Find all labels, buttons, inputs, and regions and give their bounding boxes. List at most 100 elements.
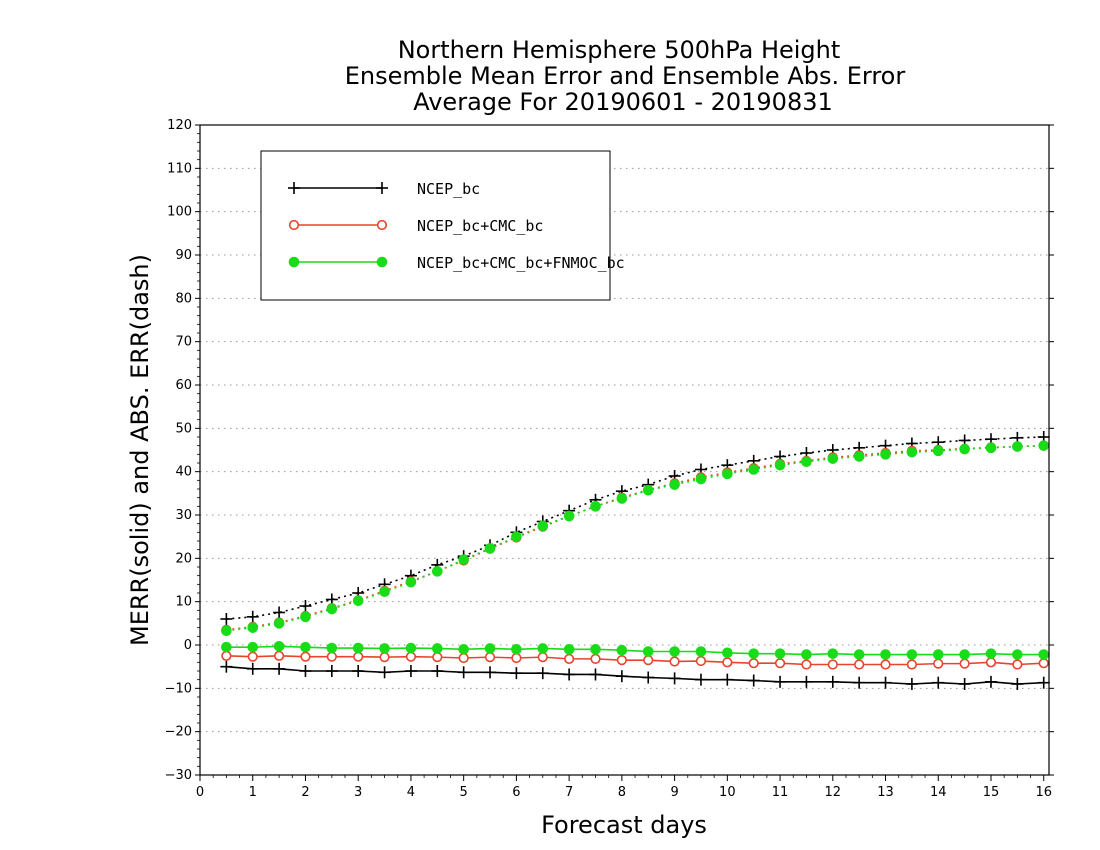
abs-err-point [379,586,390,598]
legend-marker-start [288,219,300,231]
chart-title-line-1: Northern Hemisphere 500hPa Height [398,36,841,64]
x-axis-label: Forecast days [541,811,707,839]
x-tick-label: 9 [670,785,678,800]
merr-point [484,643,496,654]
y-tick-label: 110 [167,161,192,176]
abs-err-point [616,493,628,504]
merr-point [774,648,786,659]
merr-point [273,650,285,661]
merr-point [352,642,364,654]
legend-label: NCEP_bc+CMC_bc [417,217,543,235]
abs-err-point [247,622,259,633]
abs-err-point [774,459,786,471]
series-2 [221,440,1049,670]
x-tick-label: 3 [354,785,362,800]
legend: NCEP_bc NCEP_bc+CMC_bc NCEP_bc+CMC_bc+FNMO… [260,150,625,301]
abs-err-point [220,613,233,625]
merr-point [933,658,944,669]
merr-point [827,648,839,659]
merr-point [985,648,997,659]
abs-err-point [695,473,707,485]
merr-point [563,668,576,681]
y-axis-label: MERR(solid) and ABS. ERR(dash) [126,254,154,646]
y-tick-label: 120 [167,118,192,133]
abs-err-point [932,445,944,457]
merr-point [906,659,917,670]
x-tick-label: 0 [196,785,204,800]
merr-point [643,655,654,666]
merr-point [536,667,549,680]
merr-point [537,643,549,654]
legend-marker-start [288,182,300,194]
abs-err-point [273,606,286,619]
y-tick-label: 90 [175,248,192,263]
y-tick-label: 60 [175,378,192,393]
y-tick-label: 0 [184,638,192,653]
abs-err-point [273,618,285,629]
merr-point [642,646,654,657]
y-tick-label: 10 [175,595,192,610]
abs-err-point [590,501,601,512]
series-3 [221,440,1050,660]
legend-item-1: NCEP_bc [288,180,480,198]
merr-point [378,666,391,679]
series-layer [220,431,1050,690]
merr-point [905,678,918,690]
merr-point [247,641,259,653]
merr-point [800,675,813,688]
y-tick-label: 80 [175,291,192,306]
merr-point [985,657,997,668]
merr-point [1012,649,1023,660]
merr-line [226,655,1044,666]
merr-point [405,651,417,662]
merr-point [221,650,232,661]
merr-point [774,675,787,688]
abs-err-point [880,449,891,460]
y-tick-label: −30 [165,768,192,783]
legend-label: NCEP_bc [417,180,480,198]
abs-err-point [458,554,469,565]
merr-point [379,652,390,663]
y-tick-label: −10 [165,681,192,696]
y-tick-label: 70 [175,335,192,350]
abs-err-point [748,464,759,475]
legend-label: NCEP_bc+CMC_bc+FNMOC_bc [417,254,625,272]
abs-err-point [853,451,865,462]
abs-err-point [669,479,680,490]
chart-title-line-2: Ensemble Mean Error and Ensemble Abs. Er… [345,62,906,90]
abs-err-point [563,510,575,522]
merr-point [1011,678,1024,690]
merr-point [353,651,364,662]
merr-point [616,655,627,666]
merr-point [826,675,839,688]
y-tick-label: 50 [175,421,192,436]
x-tick-label: 5 [460,785,468,800]
abs-err-point [985,442,997,454]
merr-point [220,660,233,673]
merr-point [326,642,338,654]
merr-point [959,658,970,669]
x-tick-label: 2 [301,785,309,800]
merr-point [589,668,602,681]
merr-point [880,659,891,670]
abs-err-point [484,543,496,554]
merr-point [669,656,680,667]
merr-point [694,673,707,686]
x-tick-label: 12 [825,785,842,800]
y-tick-label: 100 [167,205,192,220]
legend-marker-end [376,219,388,231]
merr-point [299,665,312,677]
merr-point [273,662,286,675]
merr-point [352,665,365,677]
merr-point [590,653,601,664]
merr-point [404,665,417,677]
merr-point [431,665,444,677]
merr-point [379,643,390,654]
abs-err-point [300,611,311,623]
merr-point [325,665,338,677]
merr-point [246,662,259,675]
legend-item-2: NCEP_bc+CMC_bc [288,217,543,235]
merr-point [695,655,707,667]
